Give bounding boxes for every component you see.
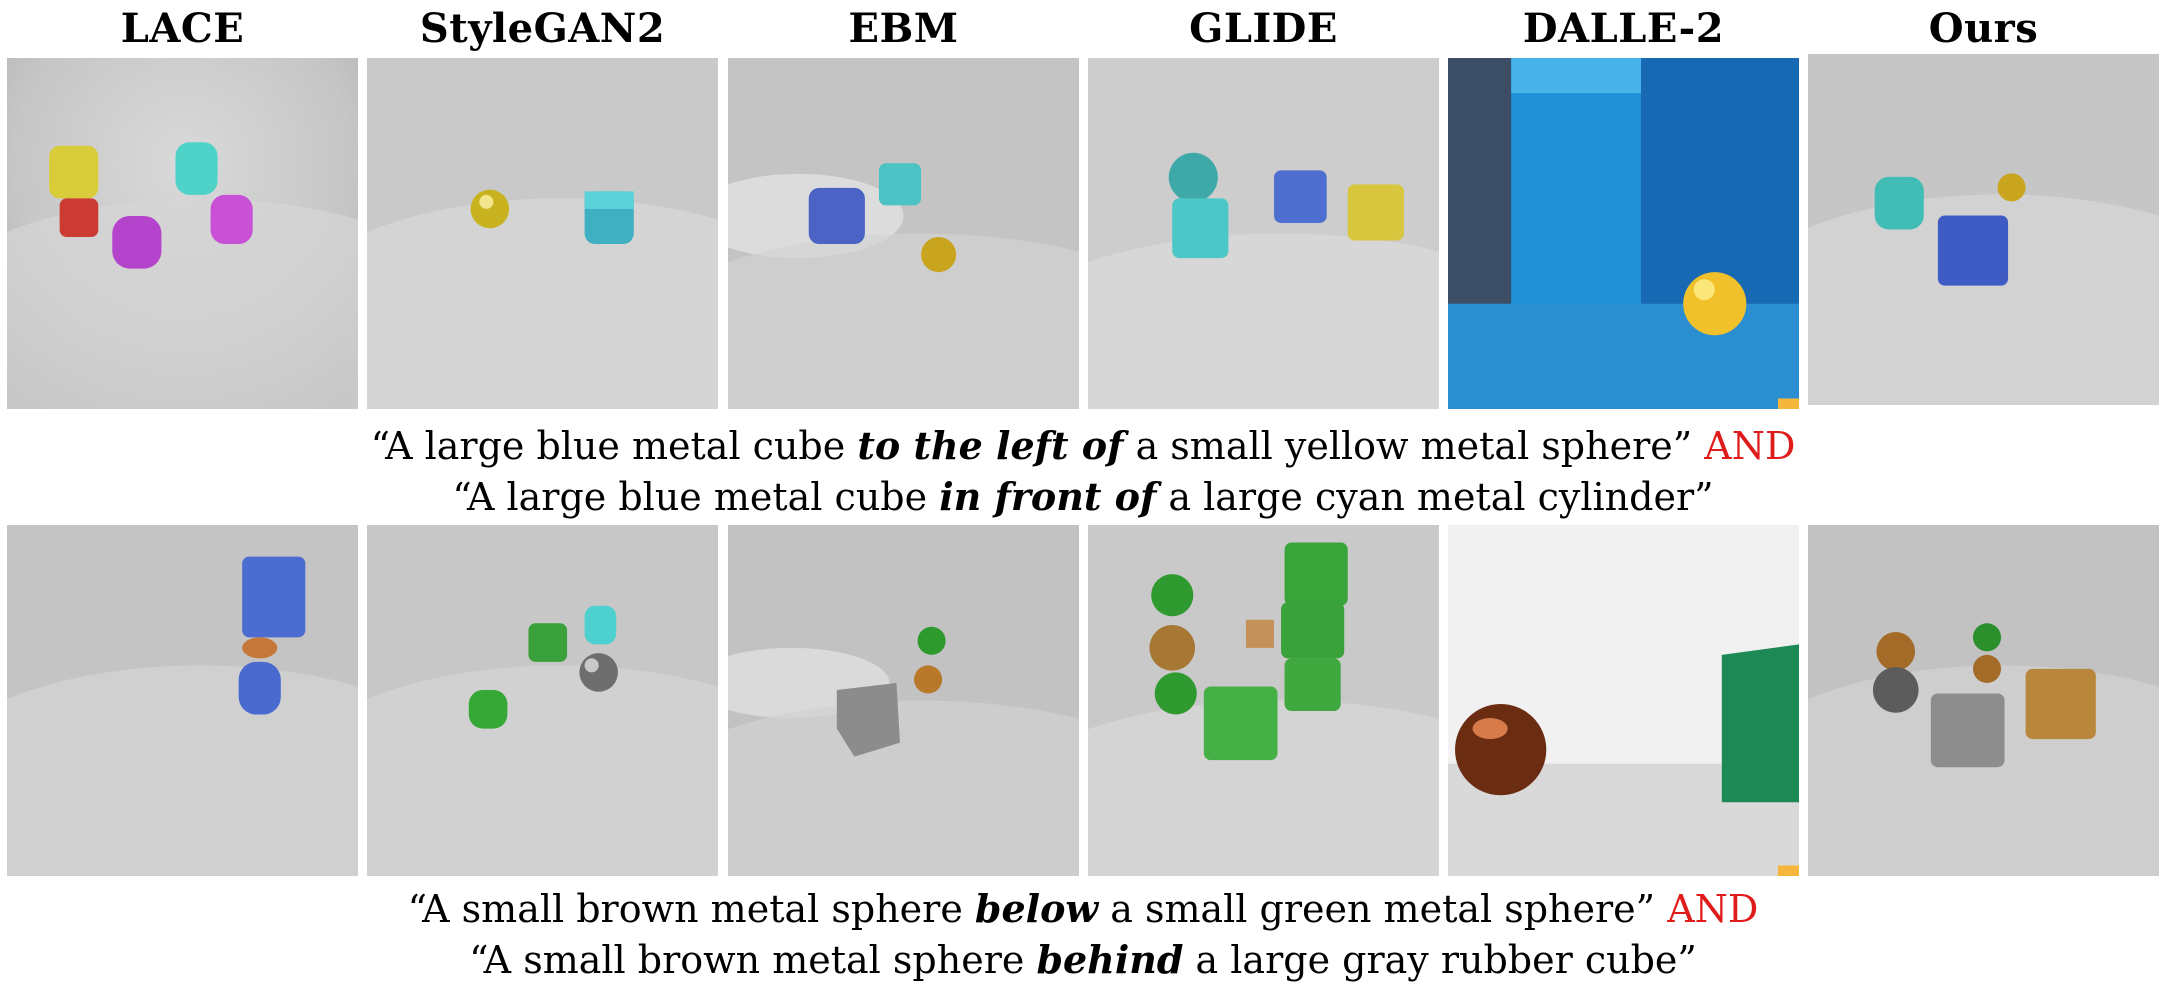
caption-text: a small green metal sphere”: [1098, 887, 1656, 931]
image-glide-row2: [1088, 525, 1439, 876]
caption-connector: AND: [1704, 424, 1796, 468]
image-glide-row1: [1088, 58, 1439, 409]
caption-text: “A small brown metal sphere: [407, 887, 975, 931]
image-ebm-row2: [728, 525, 1079, 876]
caption-row2-line2: “A small brown metal sphere behind a lar…: [0, 935, 2166, 985]
caption-text: a small yellow metal sphere”: [1123, 424, 1693, 468]
caption-relation: below: [974, 886, 1099, 931]
caption-connector: AND: [1667, 887, 1759, 931]
column-title-ebm: EBM: [848, 5, 959, 52]
image-lace-row2: [7, 525, 358, 876]
caption-relation: to the left of: [857, 423, 1124, 468]
image-dalle2-row1: [1448, 58, 1799, 409]
image-dalle2-row2: [1448, 525, 1799, 876]
image-ours-row2: [1808, 525, 2159, 876]
column-title-stylegan2: StyleGAN2: [419, 5, 666, 52]
image-stylegan2-row2: [367, 525, 718, 876]
caption-relation: in front of: [939, 474, 1157, 519]
caption-text: “A small brown metal sphere: [469, 938, 1037, 982]
caption-row1-line1: “A large blue metal cube to the left of …: [0, 421, 2166, 471]
caption-relation: behind: [1036, 937, 1184, 982]
caption-text: a large gray rubber cube”: [1183, 938, 1697, 982]
caption-text: a large cyan metal cylinder”: [1156, 475, 1714, 519]
image-lace-row1: [7, 58, 358, 409]
column-title-ours: Ours: [1928, 5, 2039, 52]
image-ours-row1: [1808, 54, 2159, 405]
column-title-glide: GLIDE: [1189, 5, 1338, 52]
column-title-dalle2: DALLE-2: [1522, 5, 1725, 52]
caption-text: “A large blue metal cube: [370, 424, 858, 468]
column-title-lace: LACE: [120, 5, 245, 52]
image-stylegan2-row1: [367, 58, 718, 409]
caption-row1-line2: “A large blue metal cube in front of a l…: [0, 472, 2166, 522]
caption-text: “A large blue metal cube: [452, 475, 940, 519]
image-ebm-row1: [728, 58, 1079, 409]
caption-row2-line1: “A small brown metal sphere below a smal…: [0, 884, 2166, 934]
